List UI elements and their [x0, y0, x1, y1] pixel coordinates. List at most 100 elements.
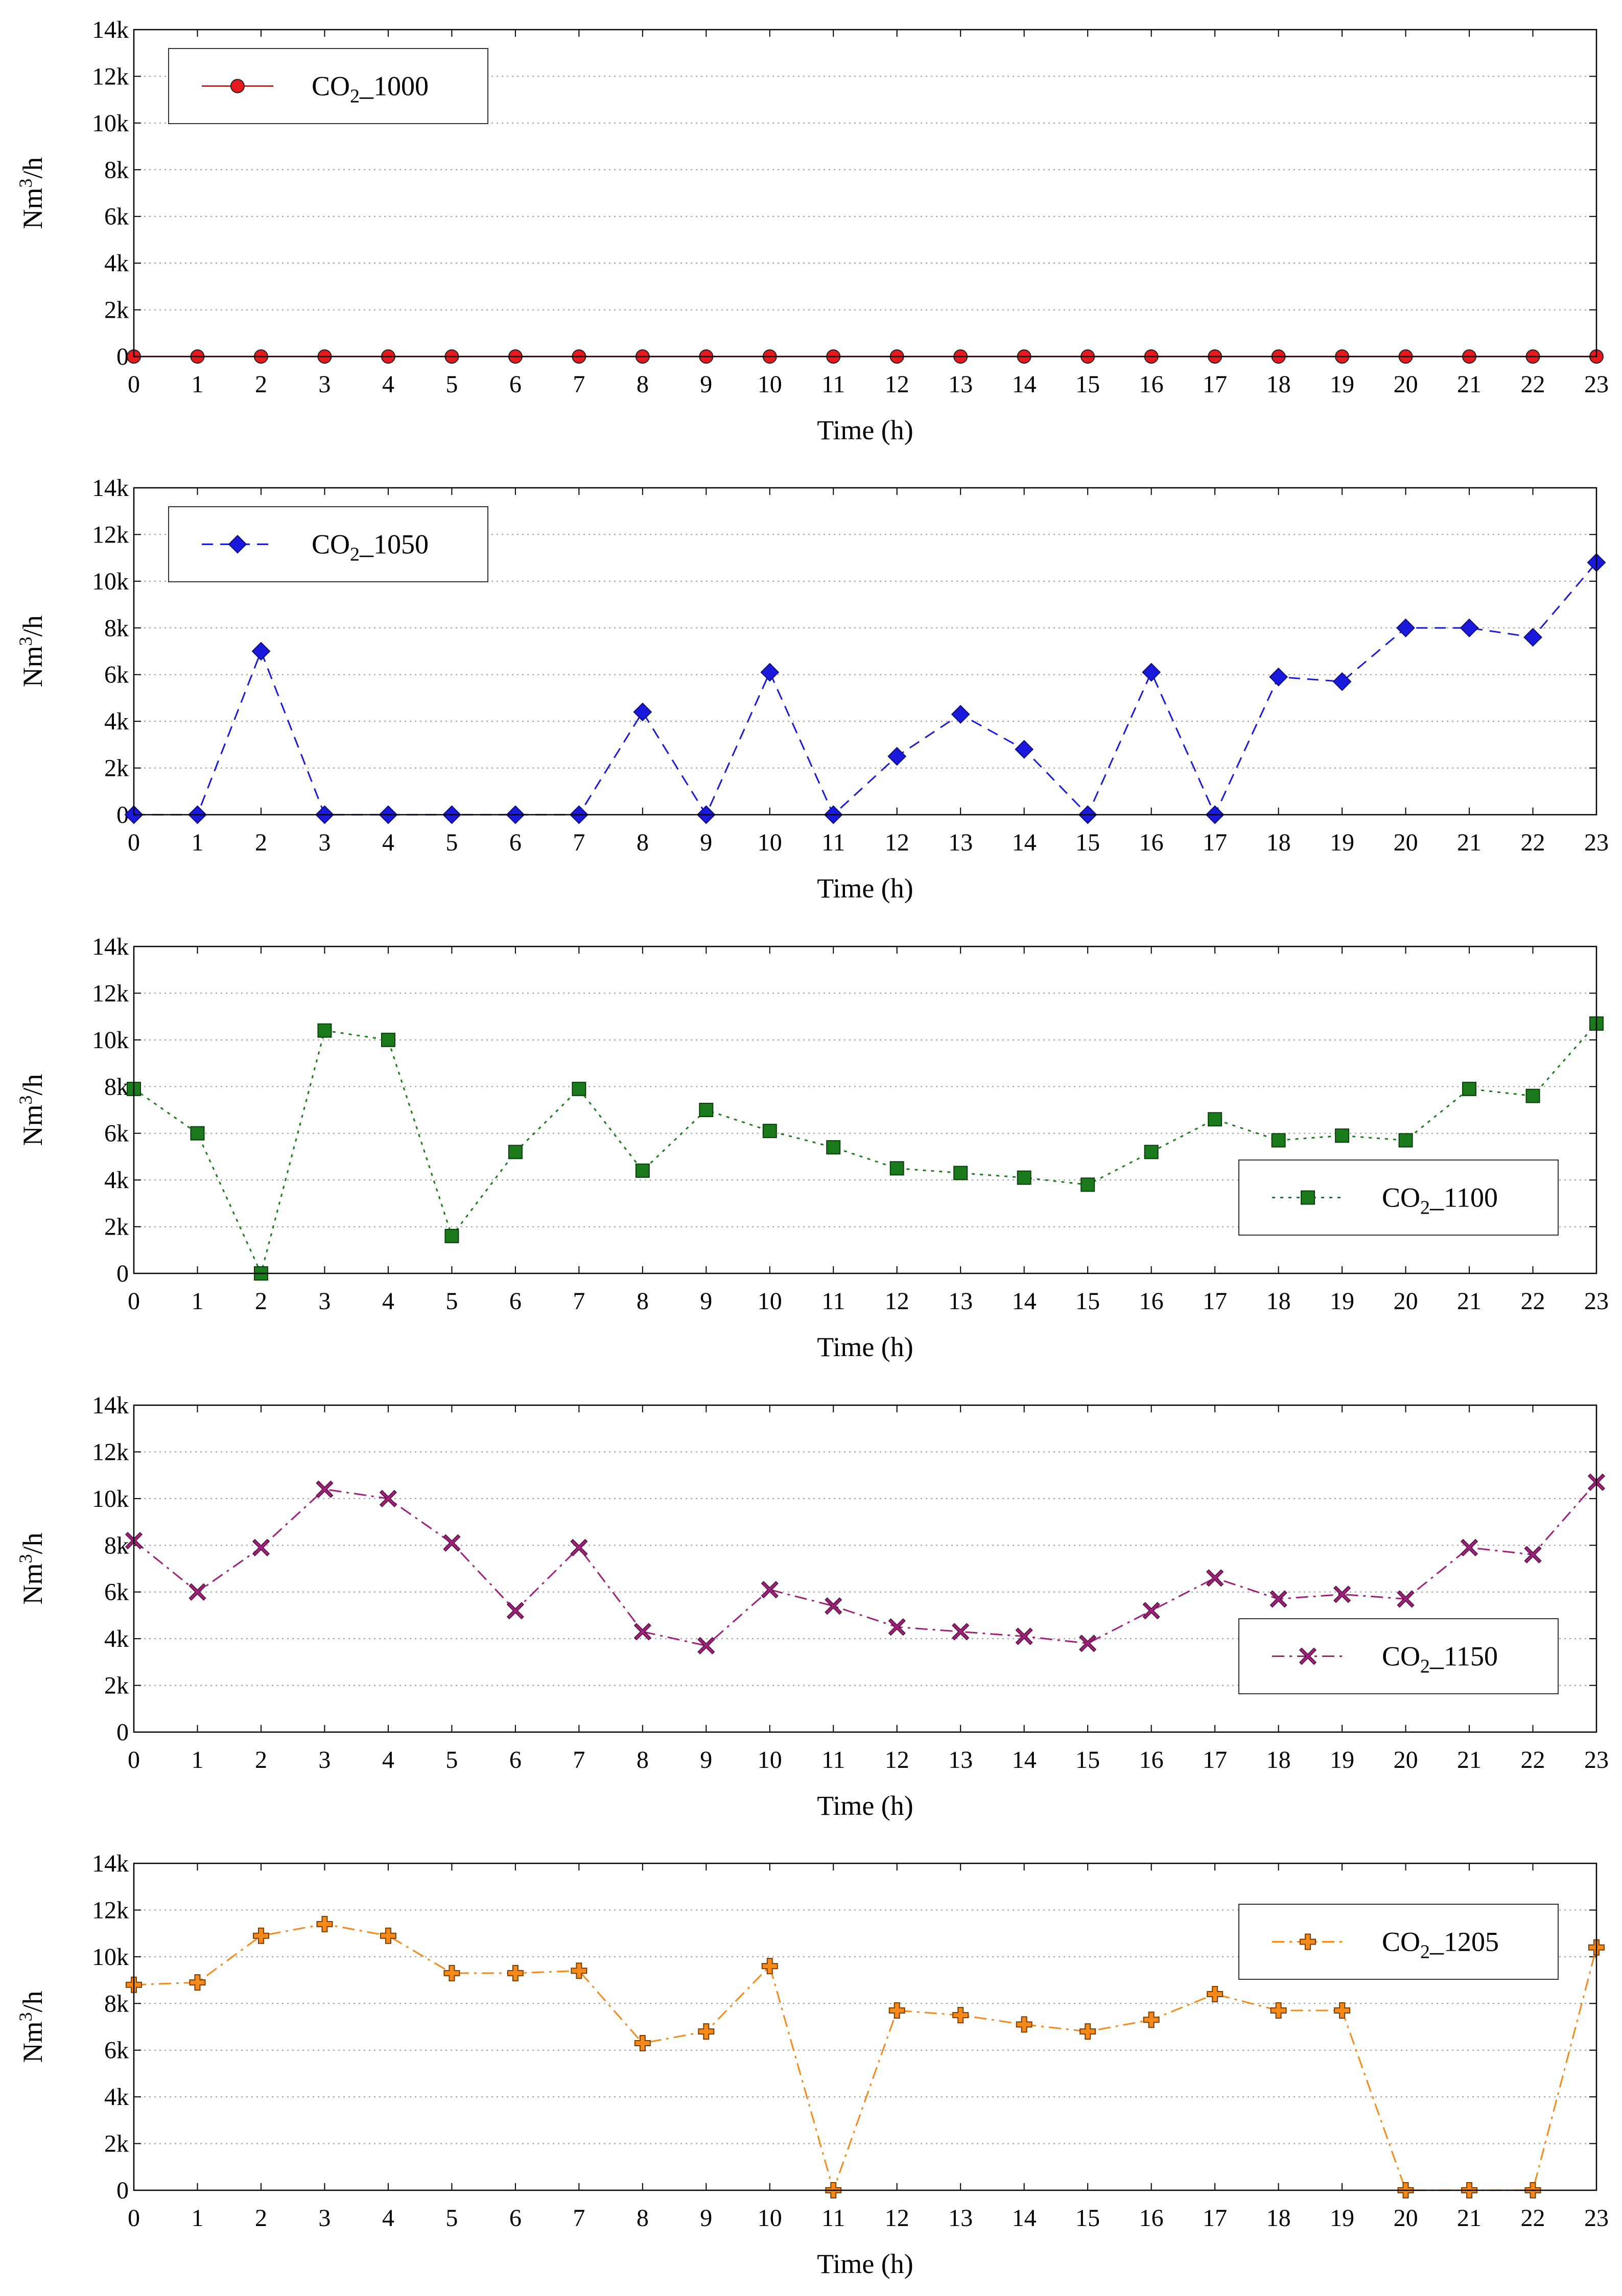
x-tick-label: 8: [637, 371, 649, 398]
x-tick-label: 7: [573, 2205, 585, 2232]
x-tick-label: 13: [948, 371, 973, 398]
x-tick-label: 10: [758, 829, 782, 856]
x-tick-label: 15: [1075, 371, 1100, 398]
y-tick-label: 12k: [92, 1897, 129, 1924]
data-point: [571, 1962, 587, 1979]
x-tick-label: 11: [821, 1746, 845, 1773]
x-tick-label: 8: [637, 2205, 649, 2232]
y-tick-label: 10k: [92, 1944, 129, 1971]
x-tick-label: 15: [1075, 1746, 1100, 1773]
data-point: [826, 1140, 841, 1155]
series-line-CO2_1150: [133, 1481, 1597, 1647]
data-point: [251, 642, 271, 661]
y-tick-label: 14k: [92, 1850, 129, 1877]
x-tick-label: 3: [318, 1746, 331, 1773]
y-axis-title-rest: /h: [17, 1074, 48, 1095]
data-point: [1207, 1986, 1224, 2002]
data-point: [1333, 1585, 1351, 1603]
data-point: [1523, 628, 1542, 647]
data-point: [1017, 1170, 1031, 1185]
legend-box: [1238, 1159, 1559, 1236]
legend-box: [1238, 1618, 1559, 1694]
x-tick-label: 4: [382, 2205, 394, 2232]
x-tick-label: 1: [191, 829, 203, 856]
legend-box: [1238, 1904, 1559, 1980]
y-axis-title-rest: /h: [17, 615, 48, 636]
legend: CO2_1205: [1238, 1904, 1559, 1980]
y-tick-label: 8k: [104, 1073, 129, 1100]
legend-label: CO2_1150: [1382, 1641, 1498, 1677]
data-point: [1270, 2002, 1287, 2019]
x-axis-title: Time (h): [817, 2248, 913, 2279]
x-tick-label: 10: [758, 371, 782, 398]
x-tick-label: 7: [573, 1288, 585, 1315]
legend-swatch-marker: [1301, 1190, 1315, 1205]
y-tick-label: 6k: [104, 2037, 129, 2064]
x-tick-label: 1: [191, 2205, 203, 2232]
legend-label-sub: 2: [350, 86, 360, 107]
x-tick-label: 5: [445, 829, 458, 856]
x-tick-label: 22: [1521, 2205, 1545, 2232]
data-point: [1269, 667, 1288, 687]
data-point: [1144, 1145, 1159, 1159]
legend-label-sub: 2: [1420, 1197, 1430, 1219]
y-tick-label: 6k: [104, 1579, 129, 1606]
legend-label-rest: _1050: [359, 529, 429, 560]
data-point: [317, 1023, 332, 1038]
x-tick-label: 20: [1394, 1288, 1418, 1315]
x-tick-label: 11: [821, 829, 845, 856]
x-tick-label: 22: [1521, 371, 1545, 398]
x-tick-label: 8: [637, 1288, 649, 1315]
y-tick-label: 2k: [104, 1672, 129, 1699]
x-tick-label: 23: [1584, 829, 1609, 856]
data-point: [698, 2023, 715, 2040]
y-tick-label: 0: [116, 2177, 129, 2204]
data-point: [443, 1534, 461, 1552]
y-tick-label: 0: [116, 343, 129, 370]
x-tick-label: 13: [948, 1288, 973, 1315]
x-tick-label: 1: [191, 1746, 203, 1773]
data-point: [952, 2007, 969, 2024]
x-tick-label: 14: [1012, 1746, 1037, 1773]
x-tick-label: 0: [128, 829, 140, 856]
data-point: [1079, 2023, 1096, 2040]
data-point: [1206, 1569, 1224, 1587]
x-tick-label: 14: [1012, 2205, 1037, 2232]
legend-label: CO2_1205: [1382, 1927, 1499, 1963]
x-tick-label: 21: [1457, 2205, 1482, 2232]
x-tick-label: 2: [255, 1288, 267, 1315]
x-tick-label: 16: [1139, 1288, 1164, 1315]
x-tick-label: 17: [1203, 2205, 1227, 2232]
x-tick-label: 21: [1457, 1746, 1482, 1773]
x-tick-label: 17: [1203, 1288, 1227, 1315]
y-tick-label: 4k: [104, 708, 129, 735]
data-point: [1334, 2002, 1351, 2019]
x-tick-label: 13: [948, 829, 973, 856]
x-tick-label: 21: [1457, 371, 1482, 398]
x-tick-label: 22: [1521, 1746, 1545, 1773]
data-point: [887, 747, 907, 766]
y-tick-label: 8k: [104, 1990, 129, 2017]
x-tick-label: 22: [1521, 829, 1545, 856]
x-tick-label: 14: [1012, 829, 1037, 856]
data-point: [888, 2002, 905, 2019]
x-tick-label: 18: [1266, 371, 1291, 398]
x-tick-label: 23: [1584, 1288, 1609, 1315]
x-tick-label: 21: [1457, 829, 1482, 856]
x-tick-label: 15: [1075, 1288, 1100, 1315]
data-point: [1524, 1546, 1542, 1564]
data-point: [1079, 1635, 1097, 1652]
y-tick-label: 12k: [92, 63, 129, 90]
legend-label-main: CO: [312, 529, 350, 560]
x-tick-label: 9: [700, 371, 712, 398]
data-point: [190, 1126, 205, 1141]
y-axis-title-base: Nm: [17, 1564, 48, 1605]
x-tick-label: 3: [318, 371, 331, 398]
y-tick-label: 12k: [92, 980, 129, 1007]
data-point: [634, 2035, 651, 2051]
